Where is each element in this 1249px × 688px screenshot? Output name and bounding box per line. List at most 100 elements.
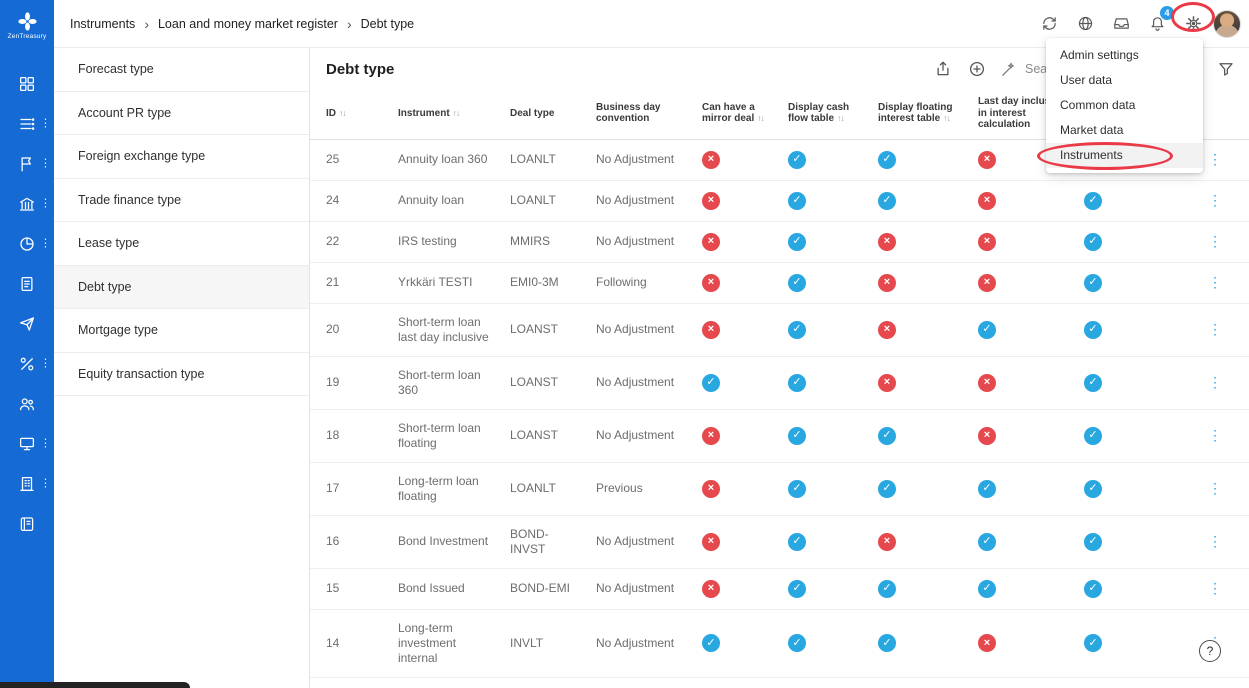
row-actions-button[interactable]: ⋮ xyxy=(1202,193,1228,207)
sidebar-item-list[interactable]: ⋮ xyxy=(0,104,54,144)
cell-flag: ✓ xyxy=(692,356,778,410)
submenu-item-equity-transaction-type[interactable]: Equity transaction type xyxy=(54,353,309,396)
gear-button[interactable] xyxy=(1179,10,1207,38)
more-dots-icon: ⋮ xyxy=(40,477,51,490)
cell-flag: × xyxy=(692,180,778,222)
sidebar-item-paper-plane[interactable] xyxy=(0,304,54,344)
submenu-item-debt-type[interactable]: Debt type xyxy=(54,265,309,309)
menu-item-instruments[interactable]: Instruments xyxy=(1046,143,1203,168)
cell-flag: × xyxy=(868,515,968,569)
cell-flag: × xyxy=(692,568,778,610)
cell-instrument: Annuity loan xyxy=(388,180,500,222)
menu-item-common-data[interactable]: Common data xyxy=(1060,98,1136,112)
check-circle-icon: ✓ xyxy=(788,532,806,551)
sort-icon[interactable]: ↑↓ xyxy=(943,113,950,124)
cell-actions: ⋮ xyxy=(1192,409,1249,463)
row-actions-button[interactable]: ⋮ xyxy=(1202,481,1228,495)
export-button[interactable] xyxy=(932,58,954,80)
cell-actions: ⋮ xyxy=(1192,515,1249,569)
cell-business-day-convention: No Adjustment xyxy=(586,356,692,410)
row-actions-button[interactable]: ⋮ xyxy=(1202,152,1228,166)
sidebar-item-pie-chart[interactable]: ⋮ xyxy=(0,224,54,264)
bell-button[interactable]: 4 xyxy=(1143,5,1174,38)
more-dots-icon: ⋮ xyxy=(40,117,51,130)
submenu-item-trade-finance-type[interactable]: Trade finance type xyxy=(54,179,309,222)
row-actions-button[interactable]: ⋮ xyxy=(1202,322,1228,336)
row-actions-button[interactable]: ⋮ xyxy=(1202,581,1228,595)
cell-deal-type: EMI0-3M xyxy=(500,262,586,304)
breadcrumb-item-instruments[interactable]: Instruments xyxy=(70,16,136,31)
avatar[interactable] xyxy=(1213,9,1241,38)
cross-circle-icon: × xyxy=(978,273,996,292)
filter-button[interactable] xyxy=(1215,58,1237,80)
row-actions-button[interactable]: ⋮ xyxy=(1202,534,1228,548)
cell-deal-type: LOANST xyxy=(500,409,586,463)
check-circle-icon: ✓ xyxy=(1084,273,1102,292)
cell-business-day-convention: Previous xyxy=(586,462,692,516)
row-actions-button[interactable]: ⋮ xyxy=(1202,375,1228,389)
sidebar-item-grid[interactable] xyxy=(0,64,54,104)
breadcrumb-item-loan-and-money-market-register[interactable]: Loan and money market register xyxy=(157,16,338,31)
sort-icon[interactable]: ↑↓ xyxy=(837,113,844,124)
sort-icon[interactable]: ↑↓ xyxy=(339,107,346,118)
submenu-item-forecast-type[interactable]: Forecast type xyxy=(54,48,309,92)
zentreasury-logo[interactable]: ZenTreasury xyxy=(0,0,54,50)
check-circle-icon: ✓ xyxy=(1084,320,1102,339)
list-icon xyxy=(18,115,36,133)
sidebar-item-monitor[interactable]: ⋮ xyxy=(0,424,54,464)
check-circle-icon: ✓ xyxy=(1084,634,1102,652)
sidebar-item-percent[interactable]: ⋮ xyxy=(0,344,54,384)
cell-flag: ✓ xyxy=(1074,609,1192,678)
menu-item-user-data[interactable]: User data xyxy=(1060,73,1113,87)
cross-circle-icon: × xyxy=(978,426,996,445)
column-header-can-have-a-mirror-deal[interactable]: Can have a mirror deal ↑↓ xyxy=(692,90,778,140)
refresh-button[interactable] xyxy=(1035,10,1063,38)
cross-circle-icon: × xyxy=(978,191,996,210)
cell-business-day-convention: No Adjustment xyxy=(586,409,692,463)
sidebar-item-book[interactable] xyxy=(0,504,54,544)
inbox-button[interactable] xyxy=(1107,10,1135,38)
cell-flag: × xyxy=(692,462,778,516)
add-button[interactable] xyxy=(966,58,988,80)
column-header-display-floating-interest-table[interactable]: Display floating interest table ↑↓ xyxy=(868,90,968,140)
table-row: 17 Long-term loan floating LOANLT Previous ×… xyxy=(310,462,1249,516)
submenu-item-lease-type[interactable]: Lease type xyxy=(54,222,309,266)
cell-id: 13 xyxy=(310,677,388,688)
sidebar-item-flag[interactable]: ⋮ xyxy=(0,144,54,184)
column-header-id[interactable]: ID ↑↓ xyxy=(310,90,388,140)
cell-business-day-convention: No Adjustment xyxy=(586,221,692,263)
check-circle-icon: ✓ xyxy=(702,634,720,652)
more-dots-icon: ⋮ xyxy=(40,357,51,370)
cell-deal-type: LOANST xyxy=(500,303,586,357)
sidebar-item-document[interactable] xyxy=(0,264,54,304)
submenu-item-account-pr-type[interactable]: Account PR type xyxy=(54,92,309,135)
menu-item-admin-settings[interactable]: Admin settings xyxy=(1060,48,1139,62)
submenu-item-mortgage-type[interactable]: Mortgage type xyxy=(54,309,309,353)
sidebar-nav: ⋮ ⋮ ⋮ ⋮ ⋮ ⋮ ⋮ xyxy=(0,64,54,544)
table-row: 14 Long-term investment internal INVLT No A… xyxy=(310,609,1249,678)
cell-flag: ✓ xyxy=(968,568,1074,610)
cross-circle-icon: × xyxy=(878,320,896,339)
sidebar-item-building[interactable]: ⋮ xyxy=(0,464,54,504)
row-actions-button[interactable]: ⋮ xyxy=(1202,428,1228,442)
submenu-item-foreign-exchange-type[interactable]: Foreign exchange type xyxy=(54,135,309,179)
row-actions-button[interactable]: ⋮ xyxy=(1202,275,1228,289)
menu-item-market-data[interactable]: Market data xyxy=(1060,123,1124,137)
check-circle-icon: ✓ xyxy=(978,532,996,551)
percent-icon xyxy=(18,355,36,373)
row-actions-button[interactable]: ⋮ xyxy=(1202,234,1228,248)
cell-id: 22 xyxy=(310,221,388,263)
cross-circle-icon: × xyxy=(978,232,996,251)
more-dots-icon: ⋮ xyxy=(40,157,51,170)
cell-instrument: Long-term loan internal xyxy=(388,677,500,688)
sidebar-item-bank[interactable]: ⋮ xyxy=(0,184,54,224)
sort-icon[interactable]: ↑↓ xyxy=(452,107,460,118)
cell-actions: ⋮ xyxy=(1192,262,1249,304)
globe-button[interactable] xyxy=(1071,10,1099,38)
sidebar-item-people[interactable] xyxy=(0,384,54,424)
sort-icon[interactable]: ↑↓ xyxy=(757,113,764,124)
cross-circle-icon: × xyxy=(702,273,720,292)
help-button[interactable]: ? xyxy=(1199,640,1221,662)
column-header-instrument[interactable]: Instrument ↑↓ xyxy=(388,90,500,140)
column-header-display-cash-flow-table[interactable]: Display cash flow table ↑↓ xyxy=(778,90,868,140)
